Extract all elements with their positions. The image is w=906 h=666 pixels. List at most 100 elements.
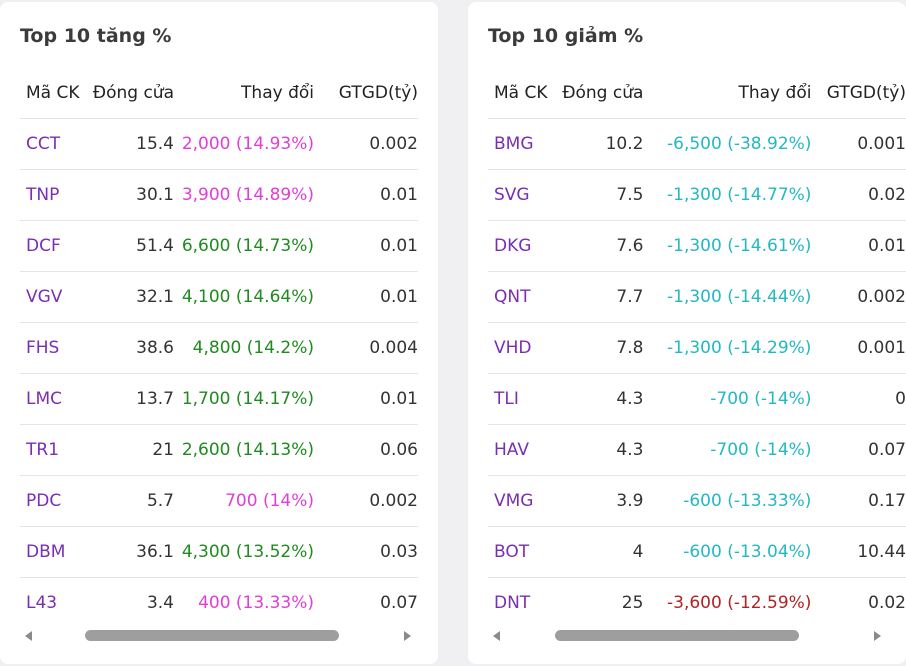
close-price: 30.1: [86, 169, 174, 221]
scroll-right-arrow-icon[interactable]: [404, 631, 411, 641]
column-header-close[interactable]: Đóng cửa: [562, 83, 644, 103]
stock-code-link[interactable]: DNT: [488, 577, 556, 628]
stock-code-link[interactable]: LMC: [20, 373, 86, 425]
stock-code-link[interactable]: DCF: [20, 220, 86, 272]
stock-code-link[interactable]: FHS: [20, 322, 86, 374]
price-change: 4,800 (14.2%): [174, 322, 314, 374]
close-price: 3.9: [555, 475, 644, 527]
trading-value: 0.002: [314, 118, 418, 170]
trading-value: 0.001: [811, 118, 906, 170]
table-row[interactable]: DKG 7.6 -1,300 (-14.61%) 0.01: [488, 220, 906, 272]
column-header-value[interactable]: GTGD(tỷ): [338, 83, 418, 103]
stock-code-link[interactable]: VMG: [488, 475, 556, 527]
trading-value: 0.01: [314, 220, 418, 272]
price-change: -600 (-13.04%): [643, 526, 812, 578]
column-header-change[interactable]: Thay đổi: [738, 83, 812, 103]
scroll-right-arrow-icon[interactable]: [874, 631, 881, 641]
trading-value: 0.07: [811, 424, 906, 476]
table-row[interactable]: SVG 7.5 -1,300 (-14.77%) 0.02: [488, 169, 906, 221]
close-price: 36.1: [86, 526, 174, 578]
stock-code-link[interactable]: CCT: [20, 118, 86, 170]
trading-value: 0.17: [811, 475, 906, 527]
price-change: 2,000 (14.93%): [174, 118, 314, 170]
price-change: 4,300 (13.52%): [174, 526, 314, 578]
trading-value: 0.01: [314, 271, 418, 323]
table-row[interactable]: LMC 13.7 1,700 (14.17%) 0.01: [20, 373, 418, 425]
stock-code-link[interactable]: BOT: [488, 526, 556, 578]
price-change: -1,300 (-14.44%): [643, 271, 812, 323]
table-row[interactable]: DBM 36.1 4,300 (13.52%) 0.03: [20, 526, 418, 578]
stock-code-link[interactable]: L43: [20, 577, 86, 628]
stock-code-link[interactable]: TNP: [20, 169, 86, 221]
table-row[interactable]: VHD 7.8 -1,300 (-14.29%) 0.001: [488, 322, 906, 374]
top-losers-card: Top 10 giảm % Mã CK Đóng cửa Thay đổi GT…: [468, 2, 906, 664]
table-row[interactable]: BOT 4 -600 (-13.04%) 10.44: [488, 526, 906, 578]
scroll-left-arrow-icon[interactable]: [25, 631, 32, 641]
losers-title: Top 10 giảm %: [488, 25, 644, 47]
trading-value: 0.03: [314, 526, 418, 578]
trading-value: 0.004: [314, 322, 418, 374]
gainers-horizontal-scrollbar[interactable]: [20, 624, 418, 648]
table-row[interactable]: VGV 32.1 4,100 (14.64%) 0.01: [20, 271, 418, 323]
close-price: 7.7: [555, 271, 644, 323]
losers-horizontal-scrollbar[interactable]: [488, 624, 888, 648]
price-change: -700 (-14%): [643, 373, 812, 425]
close-price: 7.5: [555, 169, 644, 221]
close-price: 32.1: [86, 271, 174, 323]
trading-value: 0.06: [314, 424, 418, 476]
trading-value: 10.44: [811, 526, 906, 578]
trading-value: 0.01: [314, 373, 418, 425]
table-row[interactable]: TNP 30.1 3,900 (14.89%) 0.01: [20, 169, 418, 221]
close-price: 4.3: [555, 424, 644, 476]
table-row[interactable]: FHS 38.6 4,800 (14.2%) 0.004: [20, 322, 418, 374]
table-row[interactable]: QNT 7.7 -1,300 (-14.44%) 0.002: [488, 271, 906, 323]
price-change: -1,300 (-14.61%): [643, 220, 812, 272]
losers-table: Mã CK Đóng cửa Thay đổi GTGD(tỷ) BMG 10.2…: [488, 68, 906, 628]
table-row[interactable]: DNT 25 -3,600 (-12.59%) 0.02: [488, 577, 906, 628]
scroll-left-arrow-icon[interactable]: [493, 631, 500, 641]
stock-code-link[interactable]: QNT: [488, 271, 556, 323]
close-price: 7.8: [555, 322, 644, 374]
stock-code-link[interactable]: HAV: [488, 424, 556, 476]
column-header-code[interactable]: Mã CK: [494, 83, 548, 103]
scrollbar-thumb[interactable]: [85, 630, 339, 641]
column-header-change[interactable]: Thay đổi: [241, 83, 314, 103]
close-price: 13.7: [86, 373, 174, 425]
table-row[interactable]: VMG 3.9 -600 (-13.33%) 0.17: [488, 475, 906, 527]
close-price: 38.6: [86, 322, 174, 374]
scrollbar-thumb[interactable]: [555, 630, 799, 641]
price-change: 1,700 (14.17%): [174, 373, 314, 425]
trading-value: 0: [811, 373, 906, 425]
stock-code-link[interactable]: VHD: [488, 322, 556, 374]
stock-code-link[interactable]: DKG: [488, 220, 556, 272]
column-header-value[interactable]: GTGD(tỷ): [826, 83, 906, 103]
trading-value: 0.02: [811, 169, 906, 221]
gainers-table: Mã CK Đóng cửa Thay đổi GTGD(tỷ) CCT 15.4…: [20, 68, 418, 628]
price-change: 4,100 (14.64%): [174, 271, 314, 323]
price-change: 400 (13.33%): [174, 577, 314, 628]
table-row[interactable]: BMG 10.2 -6,500 (-38.92%) 0.001: [488, 118, 906, 170]
close-price: 15.4: [86, 118, 174, 170]
table-row[interactable]: TR1 21 2,600 (14.13%) 0.06: [20, 424, 418, 476]
stock-code-link[interactable]: SVG: [488, 169, 556, 221]
column-header-close[interactable]: Đóng cửa: [92, 83, 174, 103]
trading-value: 0.07: [314, 577, 418, 628]
trading-value: 0.02: [811, 577, 906, 628]
table-row[interactable]: TLI 4.3 -700 (-14%) 0: [488, 373, 906, 425]
table-row[interactable]: HAV 4.3 -700 (-14%) 0.07: [488, 424, 906, 476]
trading-value: 0.001: [811, 322, 906, 374]
stock-code-link[interactable]: TR1: [20, 424, 86, 476]
table-row[interactable]: L43 3.4 400 (13.33%) 0.07: [20, 577, 418, 628]
table-row[interactable]: DCF 51.4 6,600 (14.73%) 0.01: [20, 220, 418, 272]
stock-code-link[interactable]: DBM: [20, 526, 86, 578]
stock-code-link[interactable]: BMG: [488, 118, 556, 170]
table-row[interactable]: PDC 5.7 700 (14%) 0.002: [20, 475, 418, 527]
price-change: 700 (14%): [174, 475, 314, 527]
table-row[interactable]: CCT 15.4 2,000 (14.93%) 0.002: [20, 118, 418, 170]
stock-code-link[interactable]: PDC: [20, 475, 86, 527]
column-header-code[interactable]: Mã CK: [26, 83, 80, 103]
stock-code-link[interactable]: TLI: [488, 373, 556, 425]
stock-code-link[interactable]: VGV: [20, 271, 86, 323]
losers-header-row: Mã CK Đóng cửa Thay đổi GTGD(tỷ): [488, 68, 906, 119]
close-price: 7.6: [555, 220, 644, 272]
